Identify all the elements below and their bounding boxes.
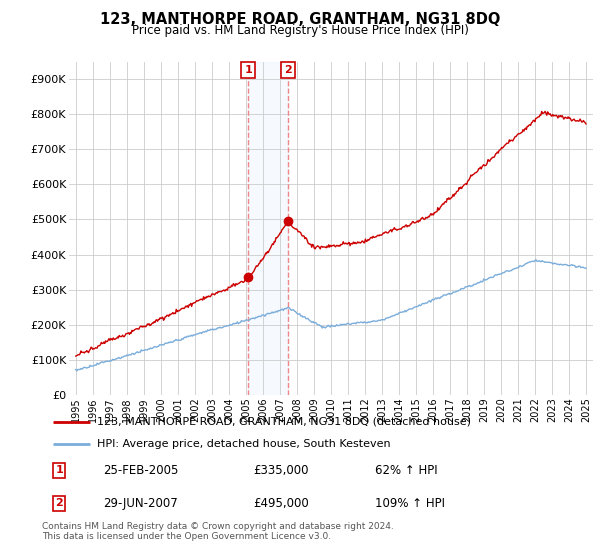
Text: £335,000: £335,000 <box>253 464 309 477</box>
Text: 2: 2 <box>55 498 63 508</box>
Text: HPI: Average price, detached house, South Kesteven: HPI: Average price, detached house, Sout… <box>97 438 391 449</box>
Text: £495,000: £495,000 <box>253 497 309 510</box>
Text: 109% ↑ HPI: 109% ↑ HPI <box>374 497 445 510</box>
Text: 62% ↑ HPI: 62% ↑ HPI <box>374 464 437 477</box>
Text: 123, MANTHORPE ROAD, GRANTHAM, NG31 8DQ (detached house): 123, MANTHORPE ROAD, GRANTHAM, NG31 8DQ … <box>97 417 472 427</box>
Text: Price paid vs. HM Land Registry's House Price Index (HPI): Price paid vs. HM Land Registry's House … <box>131 24 469 37</box>
Text: 123, MANTHORPE ROAD, GRANTHAM, NG31 8DQ: 123, MANTHORPE ROAD, GRANTHAM, NG31 8DQ <box>100 12 500 27</box>
Text: 25-FEB-2005: 25-FEB-2005 <box>103 464 178 477</box>
Text: 2: 2 <box>284 65 292 75</box>
Text: 1: 1 <box>245 65 252 75</box>
Text: 29-JUN-2007: 29-JUN-2007 <box>103 497 178 510</box>
Bar <box>248 62 288 395</box>
Text: Contains HM Land Registry data © Crown copyright and database right 2024.
This d: Contains HM Land Registry data © Crown c… <box>42 522 394 542</box>
Text: 1: 1 <box>55 465 63 475</box>
